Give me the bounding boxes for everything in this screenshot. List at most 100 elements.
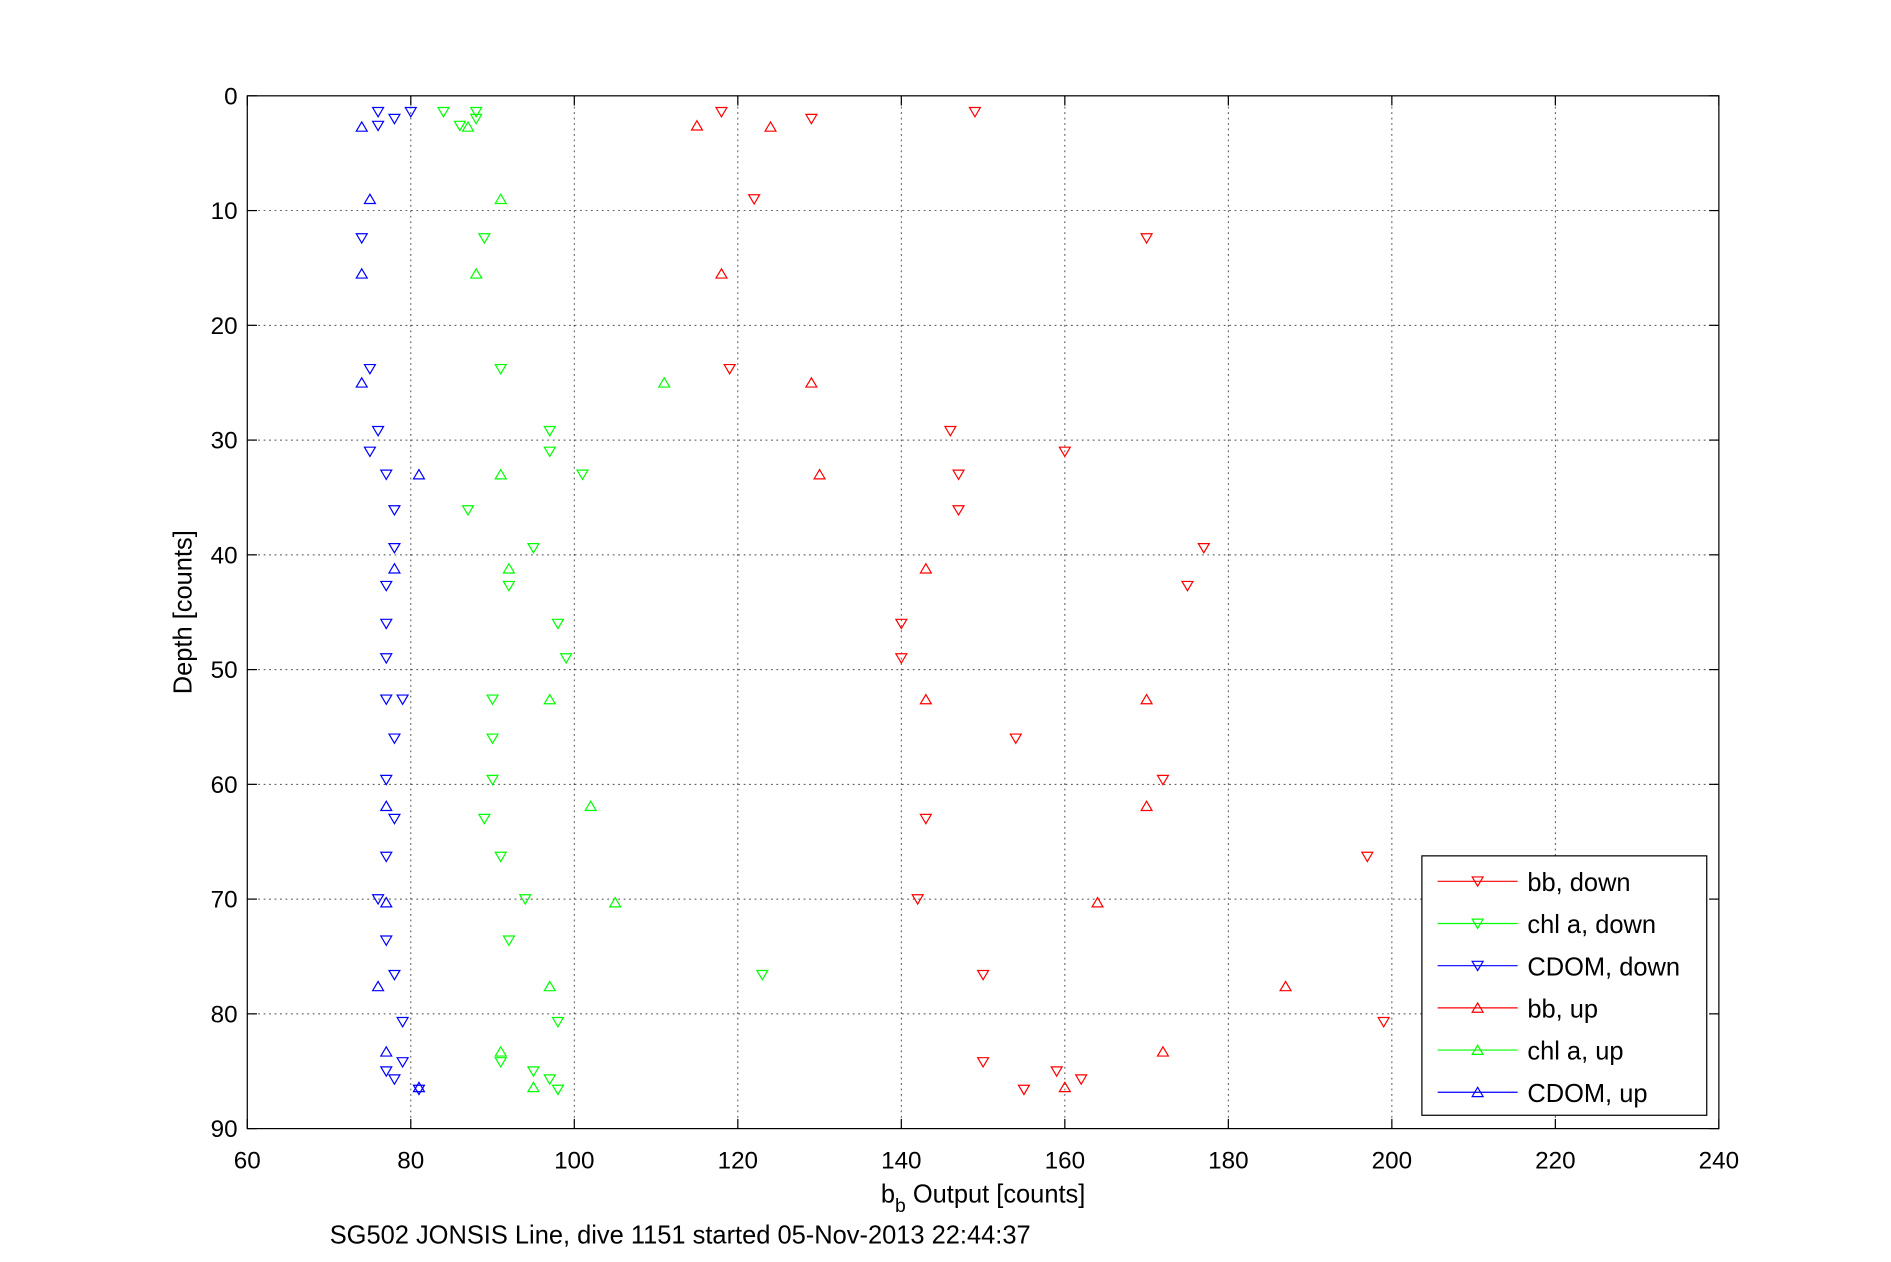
data-point [657,376,671,388]
data-point [363,192,377,205]
data-point [494,468,508,480]
x-tick-label: 60 [234,1148,261,1175]
y-axis-label: Depth [counts] [170,530,198,694]
legend-marker [1471,876,1485,888]
data-point [396,694,410,706]
data-point [575,469,589,481]
data-point [379,935,393,947]
data-point [755,969,769,981]
x-label-main: b [881,1181,895,1209]
data-point [494,363,508,376]
x-axis: 60 80 100 120 140 160 180 200 220 240 [234,95,1739,1175]
data-point [919,562,933,574]
legend: bb, down chl a, down CDOM, down bb, up chl a… [1421,855,1708,1116]
legend-label: CDOM, down [1527,953,1680,981]
data-point [477,233,491,245]
x-tick-label: 120 [718,1148,758,1175]
series-bb-down [714,106,1391,1096]
data-point [714,106,728,118]
series-cdom-up [355,120,426,1093]
legend-marker [1471,1001,1485,1013]
data-point [387,562,401,574]
data-point [559,653,573,665]
data-point [387,542,401,555]
legend-entry: chl a, down [1437,911,1656,939]
data-point [1140,233,1154,245]
x-tick-label: 100 [554,1148,594,1175]
data-point [379,800,393,812]
data-point [1058,1081,1072,1093]
data-point [894,653,908,665]
series-bb-up [690,119,1293,1093]
data-point [379,1066,393,1078]
data-point [518,894,532,906]
data-point [355,233,369,245]
y-tick-label: 40 [211,542,238,569]
data-point [379,851,393,863]
x-axis-label: bb Output [counts] [881,1181,1086,1218]
data-point [371,120,385,132]
x-tick-label: 140 [881,1148,921,1175]
x-label-sub: b [895,1195,906,1217]
data-point [379,694,393,706]
data-point [919,813,933,825]
x-tick-label: 80 [397,1148,424,1175]
data-point [813,468,827,480]
data-point [363,363,377,376]
data-point [976,969,990,981]
legend-label: chl a, down [1527,911,1656,939]
data-point [412,1084,426,1096]
legend-entry: CDOM, down [1437,953,1680,981]
legend-marker [1471,1086,1485,1098]
x-label-rest: Output [counts] [906,1181,1086,1209]
series-cdom-down [355,106,426,1096]
data-point [543,446,557,458]
data-point [387,733,401,745]
legend-label: CDOM, up [1527,1080,1647,1108]
legend-marker [1471,1043,1485,1056]
data-point [1197,542,1211,555]
data-point [387,113,401,125]
data-point [502,580,516,592]
data-point [404,106,418,118]
legend-label: bb, up [1527,996,1598,1024]
data-point [469,267,483,279]
data-point [412,468,426,480]
data-point [355,376,369,388]
data-point [371,894,385,906]
data-point [502,562,516,574]
data-point [379,618,393,630]
data-point [371,106,385,118]
data-point [543,1074,557,1086]
data-point [968,106,982,118]
data-point [1279,980,1293,992]
legend-entry: bb, down [1437,869,1631,897]
data-point [355,267,369,279]
data-point [486,694,500,706]
series-chl-a-up [461,120,671,1093]
data-point [526,1081,540,1093]
data-point [379,580,393,592]
data-point [387,1074,401,1086]
data-point [371,980,385,992]
data-point [396,1057,410,1069]
data-point [1360,851,1374,863]
data-point [551,618,565,630]
data-point [494,1045,508,1057]
x-tick-label: 180 [1208,1148,1248,1175]
data-point [584,800,598,812]
legend-marker [1471,918,1485,930]
data-point [371,425,385,438]
data-point [469,106,483,118]
data-point [379,653,393,665]
data-point [486,733,500,745]
data-point [526,1066,540,1078]
y-tick-label: 80 [211,1001,238,1028]
data-point [551,1084,565,1096]
plot-area-frame [246,95,1720,1130]
data-point [379,896,393,908]
data-point [1156,1045,1170,1057]
data-point [543,980,557,992]
y-axis: 0 10 20 30 40 50 60 70 80 90 [211,83,1719,1143]
legend-entry: chl a, up [1437,1038,1624,1066]
